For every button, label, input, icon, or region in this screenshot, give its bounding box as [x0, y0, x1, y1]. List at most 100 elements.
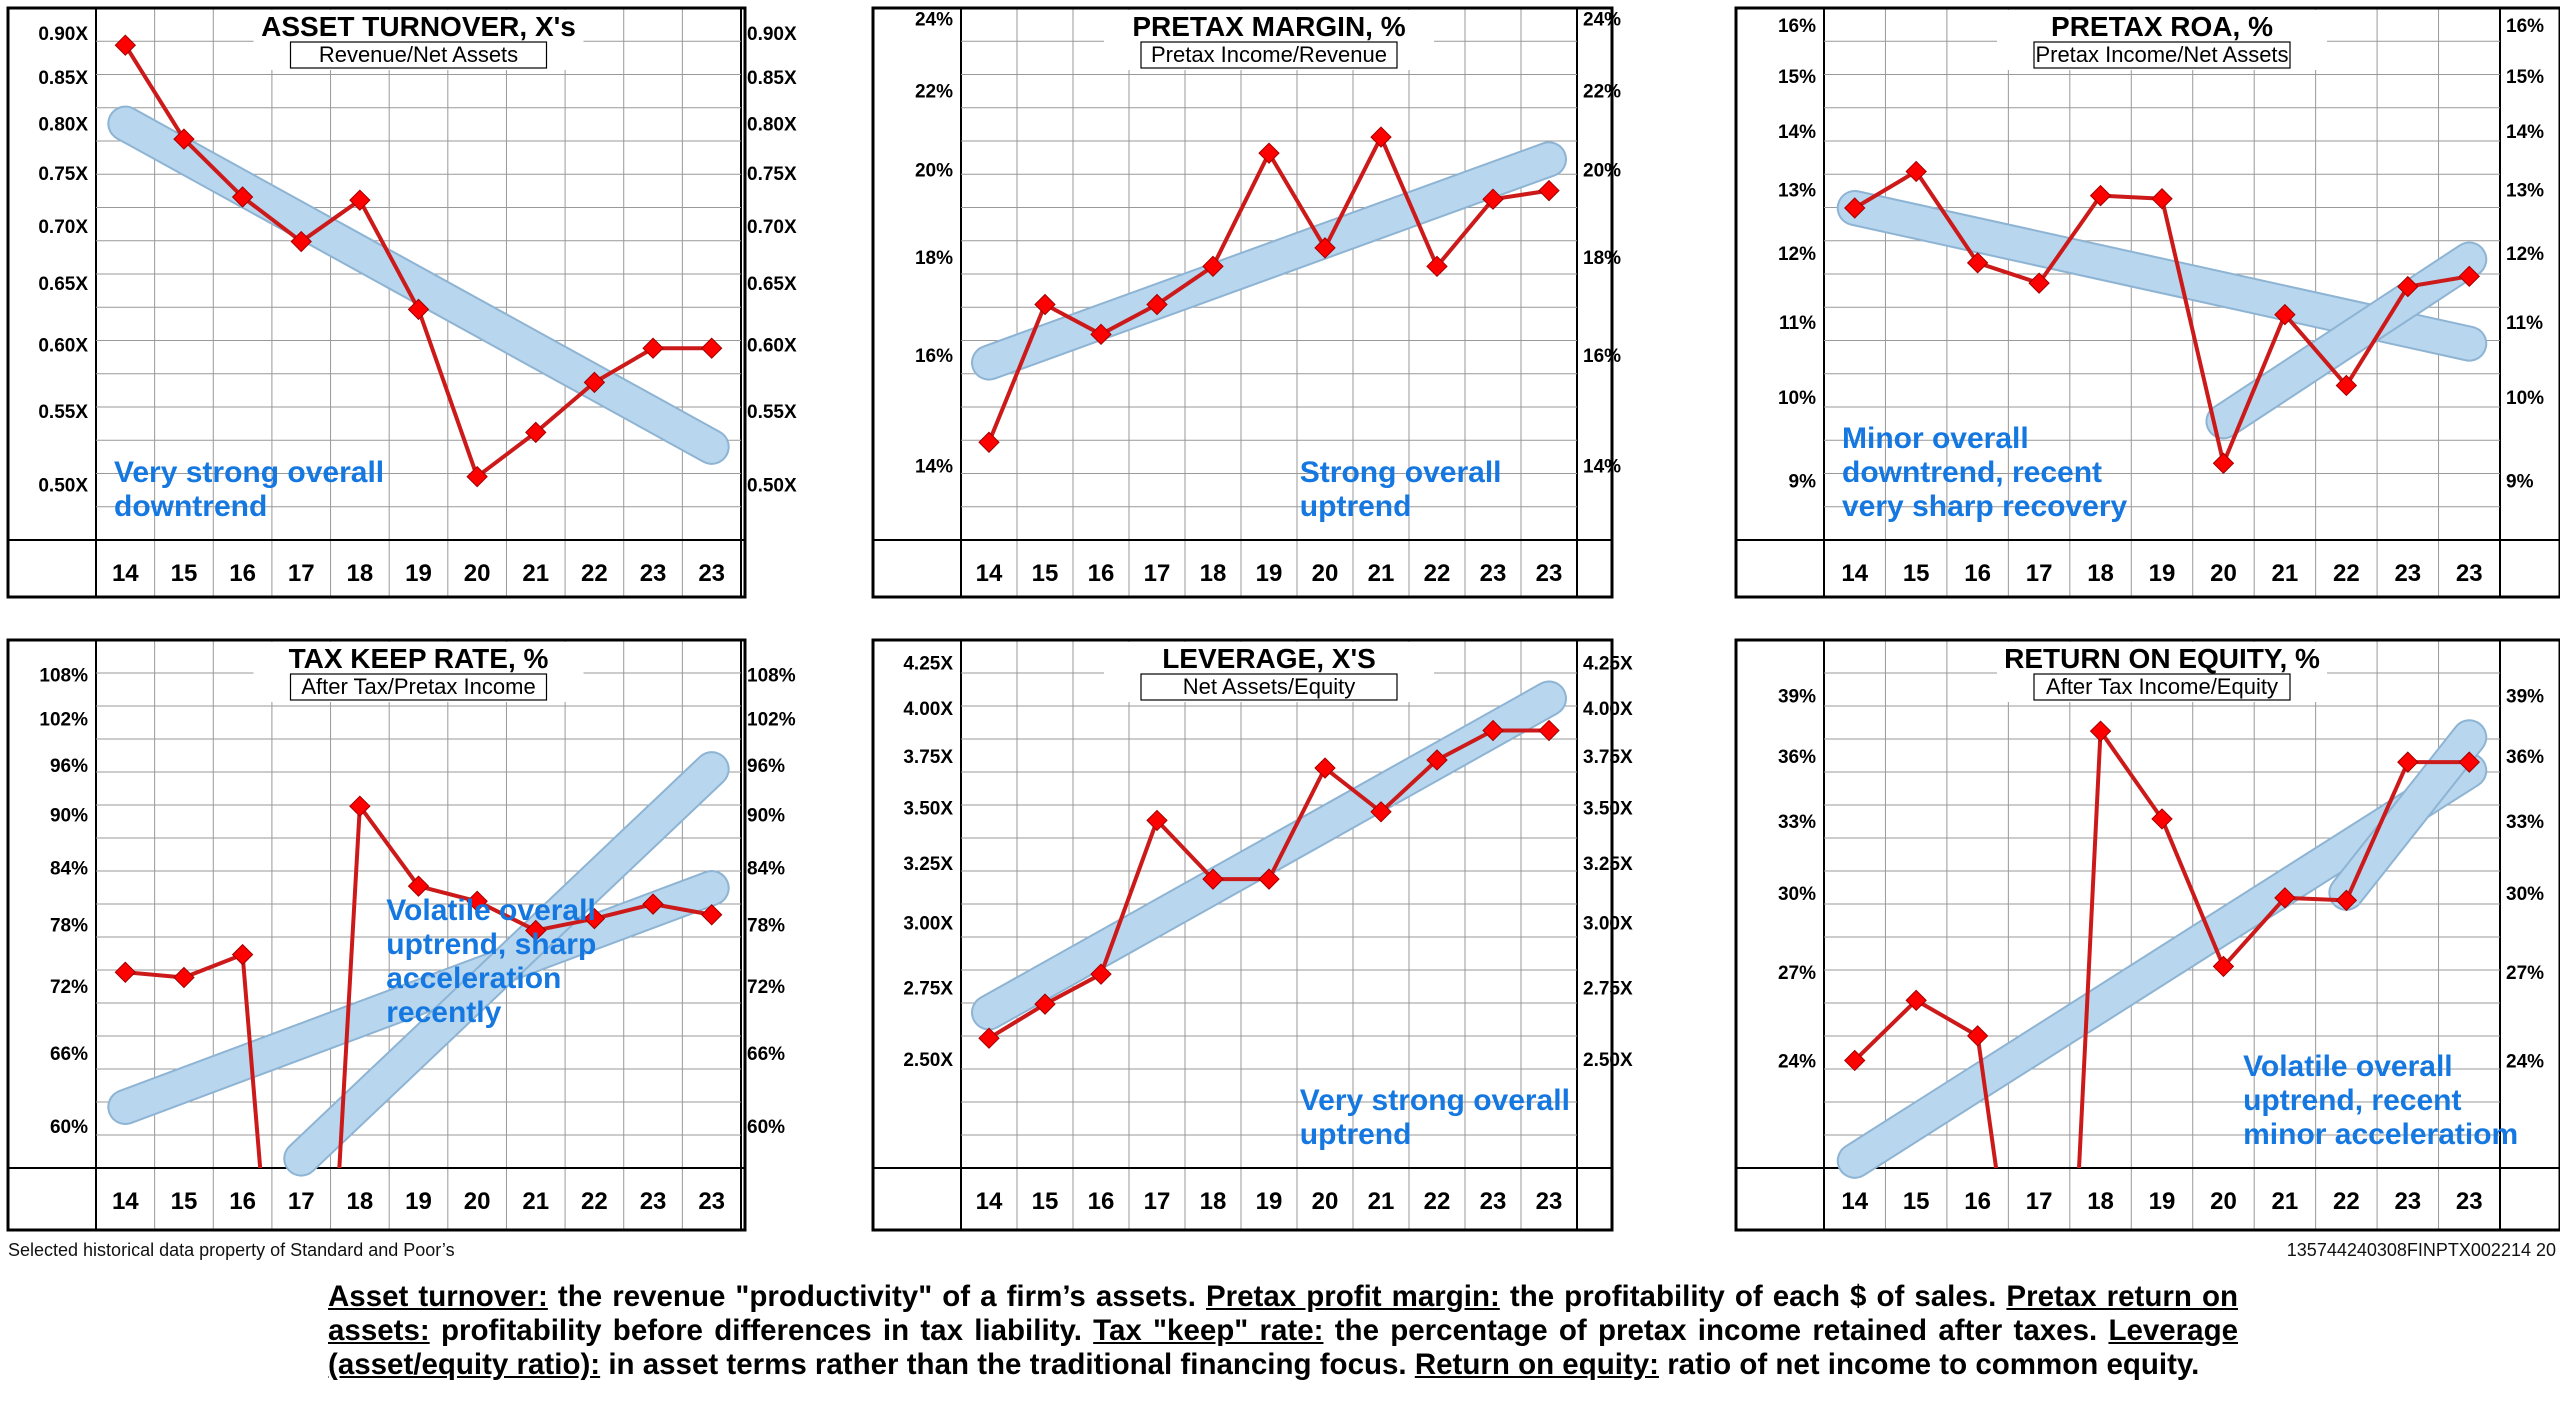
- y-tick-label-right: 10%: [2506, 388, 2544, 409]
- x-tick-label: 23: [2394, 1188, 2421, 1215]
- trend-band: [2207, 243, 2486, 438]
- x-tick-label: 23: [698, 1188, 725, 1215]
- y-tick-label-left: 4.25X: [903, 654, 953, 675]
- definition-text: the profitability of each $ of sales.: [1499, 1280, 2007, 1313]
- y-tick-label-left: 0.70X: [38, 217, 88, 238]
- series-segment: [418, 884, 478, 904]
- series-segment: [2344, 761, 2410, 902]
- chart-annotation: minor acceleratiom: [2243, 1118, 2518, 1151]
- y-tick-label-right: 3.50X: [1583, 799, 1633, 820]
- x-tick-label: 21: [1368, 560, 1395, 587]
- series-segment: [2344, 285, 2410, 387]
- x-tick-label: 16: [229, 1188, 256, 1215]
- chart-annotation: Volatile overall: [386, 894, 596, 927]
- data-point-marker: [1370, 126, 1392, 148]
- series-segment: [2037, 194, 2103, 285]
- series-segment: [1100, 302, 1158, 337]
- chart-annotation: Strong overall: [1300, 456, 1502, 489]
- y-tick-label-right: 4.25X: [1583, 654, 1633, 675]
- chart-grid: 0.50X 0.50X 0.55X 0.55X 0.60X 0.60X 0.65X 0.65X…: [6, 6, 2560, 1232]
- data-point-marker: [290, 230, 312, 253]
- data-point-marker: [700, 904, 723, 926]
- y-tick-label-left: 0.55X: [38, 402, 88, 423]
- subtitle-box: [2033, 673, 2291, 701]
- x-tick-label: 22: [581, 1188, 608, 1215]
- y-tick-label-right: 36%: [2506, 747, 2544, 768]
- data-point-marker: [1314, 237, 1336, 259]
- x-tick-label: 23: [640, 1188, 667, 1215]
- y-tick-label-left: 22%: [915, 82, 953, 103]
- chart-annotation: Minor overall: [1842, 422, 2029, 455]
- x-tick-label: 14: [112, 560, 139, 587]
- x-tick-label: 15: [1032, 560, 1059, 587]
- series-offscale-rise: [2077, 731, 2103, 1169]
- definition-text: the revenue "productivity" of a firm’s a…: [547, 1280, 1206, 1313]
- series-segment: [1267, 152, 1327, 249]
- y-tick-label-left: 0.60X: [38, 335, 88, 356]
- definition-term: Return on equity:: [1414, 1348, 1659, 1381]
- data-point-marker: [2274, 303, 2296, 326]
- x-tick-label: 23: [1536, 1188, 1563, 1215]
- chart-annotation: Very strong overall: [1300, 1084, 1570, 1117]
- y-tick-label-right: 3.25X: [1583, 854, 1633, 875]
- x-tick-label: 16: [1088, 1188, 1115, 1215]
- y-tick-label-right: 9%: [2506, 472, 2534, 493]
- x-tick-label: 21: [2272, 560, 2299, 587]
- series-segment: [1044, 972, 1102, 1006]
- chart-annotation: downtrend: [114, 490, 267, 523]
- data-point-marker: [1034, 293, 1056, 316]
- data-point-marker: [1538, 179, 1560, 202]
- definition-text: the percentage of pretax income retained…: [1323, 1314, 2109, 1347]
- chart-annotation: acceleration: [386, 962, 561, 995]
- x-tick-label: 19: [1256, 1188, 1283, 1215]
- subtitle-box: [289, 41, 548, 69]
- x-tick-label: 15: [171, 1188, 198, 1215]
- x-tick-label: 23: [2456, 1188, 2483, 1215]
- x-tick-label: 21: [522, 1188, 549, 1215]
- x-tick-label: 19: [405, 1188, 432, 1215]
- y-tick-label-left: 84%: [50, 859, 88, 880]
- x-tick-label: 22: [2333, 560, 2360, 587]
- y-tick-label-left: 60%: [50, 1117, 88, 1138]
- data-point-marker: [2335, 889, 2358, 912]
- data-point-marker: [114, 34, 137, 56]
- y-tick-label-right: 0.60X: [747, 335, 797, 356]
- data-point-marker: [2335, 374, 2358, 397]
- chart-panel-tax-keep-rate: 60% 60% 66% 66% 72% 72% 78% 78% 84% 84% 90% 90% 96% 9…: [6, 638, 796, 1232]
- x-tick-label: 15: [171, 560, 198, 587]
- data-point-marker: [1905, 160, 1927, 183]
- y-tick-label-left: 90%: [50, 806, 88, 827]
- panel-frame: [871, 6, 1614, 599]
- data-point-marker: [466, 890, 488, 912]
- x-tick-label: 15: [1903, 560, 1930, 587]
- chart-annotation: recently: [386, 996, 501, 1029]
- y-tick-label-right: 22%: [1583, 82, 1621, 103]
- data-point-marker: [525, 919, 547, 942]
- y-tick-label-right: 102%: [747, 710, 796, 731]
- data-point-marker: [1370, 801, 1392, 823]
- x-tick-label: 18: [2087, 560, 2114, 587]
- y-tick-label-right: 14%: [2506, 122, 2544, 143]
- series-segment: [1492, 188, 1550, 202]
- series-segment: [476, 899, 537, 933]
- x-tick-label: 21: [2272, 1188, 2299, 1215]
- series-segment: [1435, 197, 1495, 268]
- data-point-marker: [978, 431, 1000, 453]
- y-tick-label-right: 108%: [747, 666, 796, 687]
- data-point-marker: [583, 371, 606, 394]
- series-segment: [2100, 193, 2163, 201]
- data-point-marker: [1090, 323, 1112, 346]
- y-tick-label-left: 96%: [50, 756, 88, 777]
- subtitle-box: [289, 673, 548, 701]
- x-tick-label: 17: [288, 1188, 315, 1215]
- series-segment: [2160, 198, 2226, 464]
- data-point-marker: [2397, 751, 2419, 773]
- y-tick-label-right: 24%: [1583, 9, 1621, 30]
- trend-band: [285, 753, 728, 1175]
- chart-title: TAX KEEP RATE, %: [289, 643, 549, 674]
- y-tick-label-left: 13%: [1778, 181, 1816, 202]
- trend-band: [1838, 754, 2486, 1177]
- chart-annotation: uptrend, recent: [2243, 1084, 2461, 1117]
- x-tick-label: 16: [1964, 560, 1991, 587]
- definition-term: Pretax profit margin:: [1205, 1280, 1500, 1313]
